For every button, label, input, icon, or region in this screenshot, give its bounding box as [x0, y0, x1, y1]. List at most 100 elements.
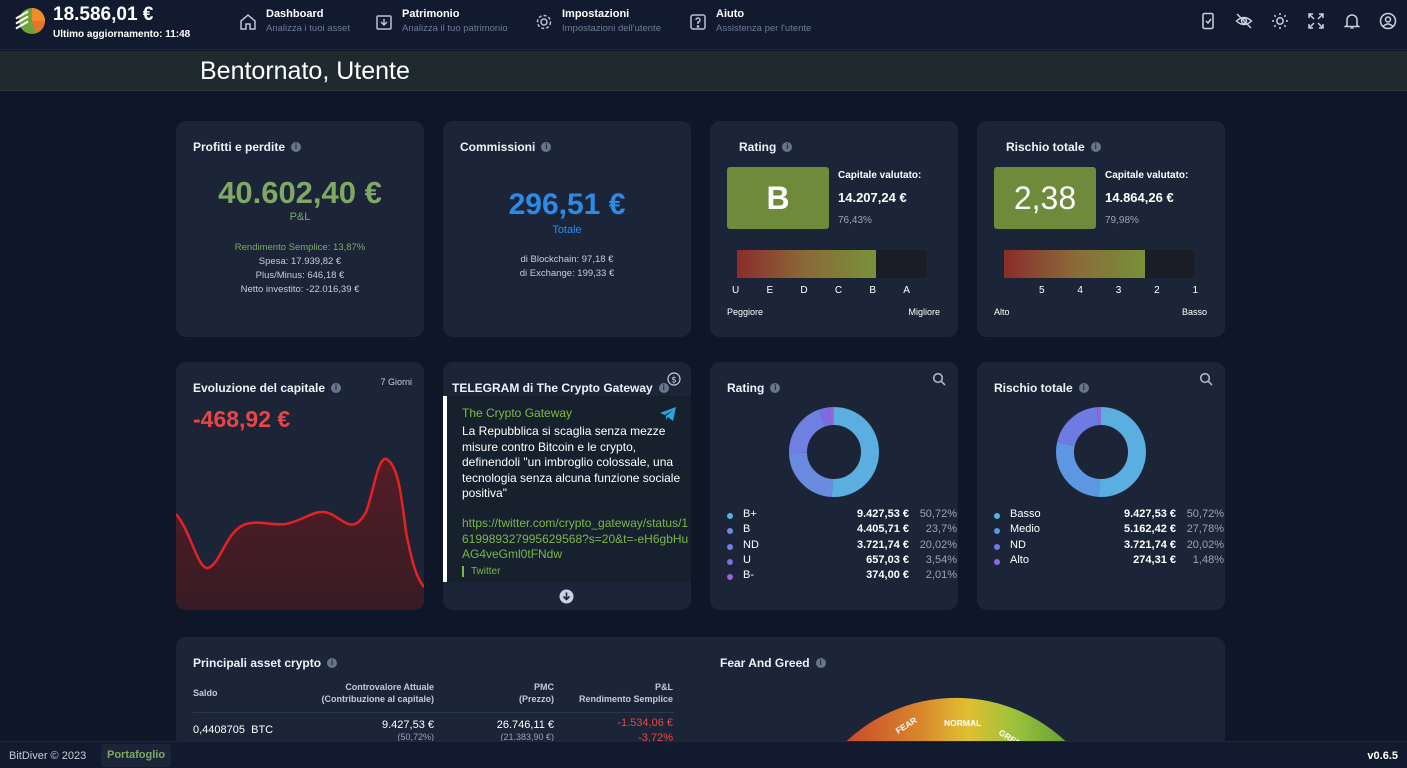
assets-title: Principali asset crypto [193, 656, 322, 670]
dollar-circle-icon[interactable]: $ [667, 372, 681, 386]
commission-blockchain: di Blockchain: 97,18 € [520, 254, 614, 265]
legend-item[interactable]: ND 3.721,74 € 20,02% [994, 539, 1224, 554]
risk-cap-pct: 79,98% [1105, 215, 1139, 226]
info-icon[interactable]: i [541, 142, 552, 152]
fear-greed-title: Fear And Greed [720, 656, 810, 670]
rating-donut-title: Rating [727, 381, 765, 395]
legend-name: Alto [1010, 553, 1029, 566]
pl-label: P&L [289, 211, 311, 223]
app-logo-icon[interactable] [14, 6, 46, 36]
cell-pl: -1.534,06 € [617, 717, 673, 729]
rating-title: Rating [739, 140, 777, 154]
legend-item[interactable]: Alto 274,31 € 1,48% [994, 554, 1224, 569]
pl-spesa: Spesa: 17.939,82 € [258, 256, 342, 267]
info-icon[interactable]: i [331, 383, 342, 393]
pl-netto: Netto investito: -22.016,39 € [240, 284, 360, 295]
risk-slice-alto[interactable] [1056, 407, 1146, 497]
legend-item[interactable]: ND 3.721,74 € 20,02% [727, 539, 957, 554]
user-icon[interactable] [1379, 12, 1397, 30]
rating-slice-nd[interactable] [789, 407, 879, 497]
gear-icon [536, 14, 552, 30]
info-icon[interactable]: i [658, 383, 669, 393]
scale-label: E [766, 285, 774, 296]
eye-off-icon[interactable] [1235, 12, 1253, 30]
wallet-icon [376, 15, 392, 30]
legend-item[interactable]: U 657,03 € 3,54% [727, 554, 957, 569]
telegram-message[interactable]: The Crypto Gateway La Repubblica si scag… [443, 396, 691, 582]
rating-scale-labels: U E D C B A [732, 285, 910, 296]
legend-item[interactable]: B- 374,00 € 2,01% [727, 569, 957, 584]
legend-pct: 20,02% [919, 538, 957, 551]
nav-aiuto[interactable]: Aiuto Assistenza per l'utente [689, 8, 811, 34]
scroll-down-icon[interactable] [559, 589, 574, 604]
legend-pct: 50,72% [1186, 508, 1224, 520]
telegram-source: The Crypto Gateway [462, 406, 573, 420]
search-icon[interactable] [932, 372, 946, 386]
rating-donut-chart [789, 407, 879, 497]
fullscreen-icon[interactable] [1307, 12, 1325, 30]
info-icon[interactable]: i [782, 142, 793, 152]
cell-prezzo: (21.383,90 €) [500, 732, 554, 742]
card-title: Commissioni i [460, 140, 552, 154]
nav-impostazioni[interactable]: Impostazioni Impostazioni dell'utente [535, 8, 661, 34]
legend-name: B [743, 523, 751, 536]
mobile-icon[interactable] [1199, 12, 1217, 30]
card-title: TELEGRAM di The Crypto Gateway i [452, 381, 669, 395]
nav-patrimonio[interactable]: Patrimonio Analizza il tuo patrimonio [375, 8, 508, 34]
legend-item[interactable]: B+ 9.427,53 € 50,72% [727, 508, 957, 523]
telegram-title: TELEGRAM di The Crypto Gateway [452, 381, 653, 395]
legend-value: 5.162,42 € [1124, 523, 1176, 536]
legend-dot [727, 528, 733, 535]
info-icon[interactable]: i [1090, 142, 1101, 152]
search-icon[interactable] [1199, 372, 1213, 386]
saldo-value: 0,4408705 [193, 724, 245, 736]
sun-icon[interactable] [1271, 12, 1289, 30]
copyright: BitDiver © 2023 [9, 750, 87, 762]
info-icon[interactable]: i [291, 142, 302, 152]
nav-title: Dashboard [266, 8, 324, 20]
card-title: Rating i [739, 140, 793, 154]
legend-pct: 23,7% [925, 523, 957, 536]
info-icon[interactable]: i [327, 658, 338, 668]
col-saldo[interactable]: Saldo [193, 688, 218, 698]
legend-item[interactable]: Basso 9.427,53 € 50,72% [994, 508, 1224, 523]
commission-card: Commissioni i 296,51 € Totale di Blockcha… [443, 121, 691, 337]
tab-portafoglio[interactable]: Portafoglio [101, 744, 172, 767]
bell-icon[interactable] [1343, 12, 1361, 30]
period-selector[interactable]: 7 Giorni [380, 377, 412, 387]
col-pl[interactable]: P&L Rendimento Semplice [566, 681, 673, 705]
commission-exchange: di Exchange: 199,33 € [519, 268, 615, 279]
scale-label: 1 [1192, 285, 1198, 296]
rating-scale-bar [737, 250, 927, 278]
legend-item[interactable]: B 4.405,71 € 23,7% [727, 523, 957, 538]
nav-title: Patrimonio [402, 8, 460, 20]
nav-subtitle: Assistenza per l'utente [716, 23, 812, 34]
col-controvalore[interactable]: Controvalore Attuale (Contribuzione al ca… [286, 681, 434, 705]
legend-pct: 2,01% [925, 569, 957, 582]
risk-donut-card: Rischio totale i Basso 9.427,53 € 50,72% Med… [977, 362, 1225, 610]
col-pmc-label: PMC [534, 682, 554, 692]
nav-dashboard[interactable]: Dashboard Analizza i tuoi asset [239, 8, 350, 34]
info-icon[interactable]: i [815, 658, 826, 668]
pl-card: Profitti e perdite i 40.602,40 € P&L Rend… [176, 121, 424, 337]
col-pmc-sub: (Prezzo) [518, 694, 554, 704]
col-pmc[interactable]: PMC (Prezzo) [476, 681, 554, 705]
legend-dot [994, 528, 1000, 535]
cell-saldo: 0,4408705 BTC [193, 724, 273, 736]
rating-donut-card: Rating i B+ 9.427,53 € 50,72% B 4.405,71 € 23,… [710, 362, 958, 610]
legend-dot [727, 558, 733, 565]
col-pl-label: P&L [655, 682, 673, 692]
risk-slice-medio[interactable] [1056, 407, 1146, 497]
info-icon[interactable]: i [770, 383, 781, 393]
rating-worst-label: Peggiore [727, 307, 764, 317]
cell-controvalore: 9.427,53 € [382, 719, 434, 731]
info-icon[interactable]: i [1078, 383, 1089, 393]
card-title: Rischio totale i [994, 381, 1089, 395]
legend-name: B+ [743, 508, 757, 520]
telegram-link[interactable]: https://twitter.com/crypto_gateway/statu… [462, 516, 689, 561]
help-icon [690, 14, 706, 30]
col-pl-sub: Rendimento Semplice [578, 694, 673, 704]
legend-item[interactable]: Medio 5.162,42 € 27,78% [994, 523, 1224, 538]
legend-dot [727, 513, 733, 519]
rating-slice-b-[interactable] [789, 407, 879, 497]
